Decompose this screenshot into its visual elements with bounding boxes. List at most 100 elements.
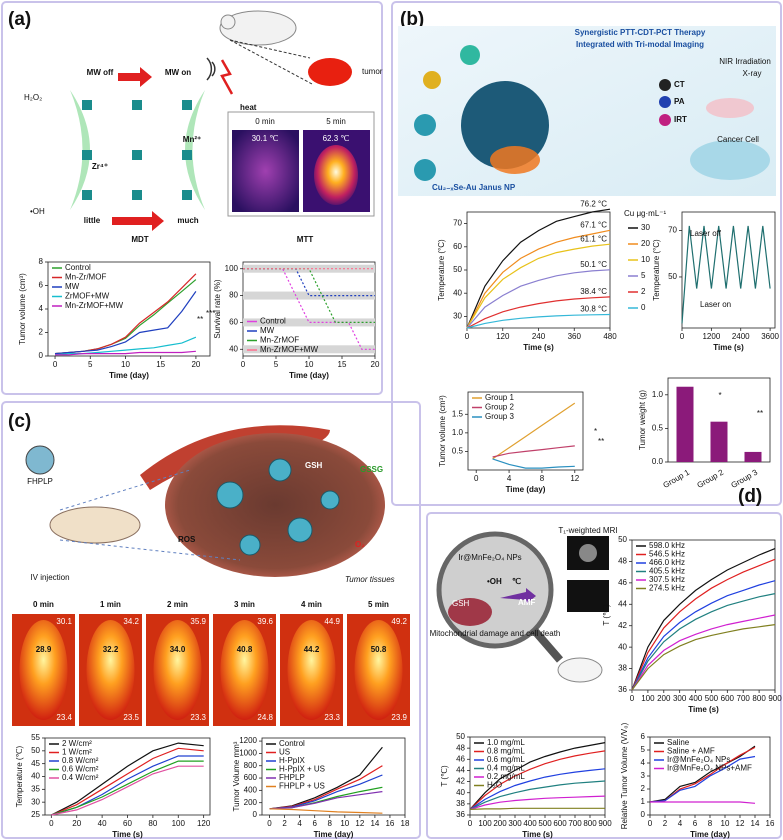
series-line — [269, 791, 383, 810]
annotation: 50.1 °C — [580, 260, 607, 269]
y-axis-label: Temperature (°C) — [652, 239, 661, 301]
x-tick-label: 4 — [678, 819, 683, 828]
grid-band — [243, 345, 375, 354]
legend-label: 0.8 mg/mL — [487, 747, 525, 756]
y-axis-label: Temperature (℃) — [15, 745, 24, 807]
annotation: ** — [598, 437, 604, 446]
label: much — [177, 216, 198, 225]
legend-label: Group 2 — [485, 403, 514, 412]
frame-time: 0 min — [33, 600, 54, 609]
x-tick-label: 120 — [197, 819, 211, 828]
two-photon-image — [567, 580, 609, 612]
x-tick-label: 0 — [468, 819, 473, 828]
illustration-c: FHPLP IV injection ROS GSH GSSG O₂ Tumor… — [25, 425, 395, 584]
icon — [659, 79, 671, 91]
series-line — [631, 558, 776, 691]
y-tick-label: 44 — [456, 766, 465, 775]
label: MW off — [87, 68, 114, 77]
label: PA — [674, 97, 685, 106]
mouse — [557, 657, 603, 683]
series-line — [51, 742, 204, 816]
frame-center: 44.2 — [304, 645, 320, 654]
legend-label: 0.6 W/cm² — [62, 765, 99, 774]
x-tick-label: 20 — [371, 360, 380, 369]
legend-label: 0 — [641, 303, 646, 312]
y-tick-label: 1 — [641, 797, 646, 806]
y-tick-label: 42 — [456, 777, 465, 786]
panel-label: (a) — [8, 9, 31, 30]
series-line — [243, 268, 375, 297]
annotation: Laser on — [700, 300, 731, 309]
circle — [216, 481, 244, 509]
x-tick-label: 500 — [538, 819, 552, 828]
x-tick-label: 4 — [297, 819, 302, 828]
x-tick-label: 0 — [465, 332, 470, 341]
legend-label: 30 — [641, 223, 650, 232]
x-tick-label: Group 1 — [662, 467, 692, 490]
legend-label: Saline + AMF — [667, 747, 715, 756]
x-tick-label: 3600 — [761, 332, 779, 341]
thermal-body — [287, 620, 336, 720]
circle — [239, 534, 261, 556]
legend-label: 1.0 mg/mL — [487, 738, 525, 747]
y-tick-label: 46 — [456, 754, 465, 763]
series-line — [631, 593, 776, 691]
series-line — [51, 747, 204, 816]
series-line — [469, 742, 606, 810]
y-tick-label: 6 — [641, 732, 646, 741]
rect — [132, 100, 142, 110]
x-tick-label: 18 — [401, 819, 410, 828]
legend-label: Control — [279, 739, 305, 748]
label: Two-photon image — [555, 571, 621, 580]
legend-label: US — [279, 748, 290, 757]
series-line — [469, 768, 606, 810]
rect — [182, 150, 192, 160]
x-tick-label: 480 — [603, 332, 617, 341]
y-tick-label: 200 — [244, 798, 258, 807]
plot-frame — [467, 391, 584, 471]
frame-time: 3 min — [234, 600, 255, 609]
y-axis-label: Tumor weight (g) — [638, 390, 647, 451]
y-tick-label: 70 — [668, 226, 677, 235]
x-tick-label: 20 — [72, 819, 81, 828]
x-tick-label: 5 — [88, 360, 93, 369]
label: little — [84, 216, 101, 225]
x-tick-label: 8 — [328, 819, 333, 828]
y-tick-label: 48 — [456, 743, 465, 752]
y-axis-label: Tumor Volume mm³ — [232, 741, 241, 811]
scheme-title: Integrated with Tri-modal Imaging — [576, 40, 704, 49]
x-tick-label: 15 — [338, 360, 347, 369]
nanoparticle — [414, 159, 436, 181]
series-line — [681, 225, 771, 324]
x-tick-label: 12 — [570, 474, 579, 483]
nanoparticle — [414, 114, 436, 136]
frame-max: 39.6 — [257, 617, 273, 626]
x-tick-label: 16 — [766, 819, 775, 828]
series-line — [51, 765, 204, 816]
y-tick-label: 1.5 — [452, 409, 464, 418]
y-tick-label: 0.5 — [652, 424, 664, 433]
legend-label: 2 — [641, 287, 646, 296]
nanoparticles — [216, 458, 340, 556]
y-tick-label: 48 — [618, 557, 627, 566]
rect — [132, 190, 142, 200]
y-tick-label: 50 — [453, 265, 462, 274]
y-tick-label: 0 — [39, 351, 44, 360]
thermal-body — [19, 620, 68, 720]
x-axis-label: Time (day) — [690, 830, 730, 839]
y-tick-label: 46 — [618, 578, 627, 587]
x-tick-label: 900 — [768, 694, 782, 703]
x-tick-label: 200 — [657, 694, 671, 703]
x-tick-label: 1200 — [702, 332, 720, 341]
thermal-body — [86, 620, 135, 720]
x-tick-label: 5 — [274, 360, 279, 369]
y-tick-label: 100 — [225, 264, 239, 273]
legend-label: Mn-ZrMOF+MW — [65, 301, 123, 310]
y-tick-label: 2 — [641, 784, 646, 793]
nanoparticle — [25, 445, 55, 475]
legend-label: 274.5 kHz — [649, 584, 685, 593]
series-line — [466, 313, 611, 329]
plot-frame — [469, 736, 606, 816]
y-tick-label: 40 — [618, 642, 627, 651]
